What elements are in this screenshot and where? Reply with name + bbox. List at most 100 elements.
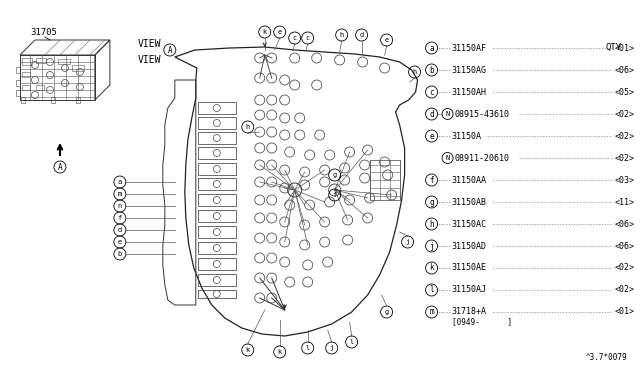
Text: c: c — [305, 35, 310, 41]
Text: <02>: <02> — [614, 131, 634, 141]
Text: 08915-43610: 08915-43610 — [454, 109, 509, 119]
Text: A: A — [58, 163, 62, 171]
Bar — [21, 97, 25, 103]
Text: h: h — [429, 219, 434, 228]
Text: j: j — [406, 239, 410, 245]
Bar — [22, 85, 30, 90]
Text: e: e — [118, 239, 122, 245]
Text: g: g — [385, 309, 388, 315]
Bar — [198, 274, 236, 286]
Bar — [198, 132, 236, 144]
Text: f: f — [118, 215, 122, 221]
Bar — [198, 258, 236, 270]
Text: g: g — [429, 198, 434, 206]
Bar — [198, 117, 236, 129]
Text: 31150AE: 31150AE — [452, 263, 486, 273]
Text: 08911-20610: 08911-20610 — [454, 154, 509, 163]
Text: c: c — [292, 35, 297, 41]
Text: 31150AJ: 31150AJ — [452, 285, 486, 295]
Text: 31150AG: 31150AG — [452, 65, 486, 74]
Text: N: N — [445, 155, 450, 161]
Text: d: d — [360, 32, 364, 38]
Text: d: d — [118, 227, 122, 233]
Bar — [198, 242, 236, 254]
Text: h: h — [340, 32, 344, 38]
Bar — [36, 85, 44, 90]
Text: VIEW: VIEW — [138, 39, 161, 49]
Text: l: l — [429, 285, 434, 295]
Text: 31150AB: 31150AB — [452, 198, 486, 206]
Bar — [16, 67, 20, 73]
Text: l: l — [349, 339, 354, 345]
Bar — [370, 160, 399, 200]
Text: c: c — [429, 87, 434, 96]
Text: 31150AF: 31150AF — [452, 44, 486, 52]
Bar — [198, 147, 236, 159]
Text: e: e — [429, 131, 434, 141]
Text: <03>: <03> — [614, 176, 634, 185]
Text: <02>: <02> — [614, 154, 634, 163]
Text: <02>: <02> — [614, 263, 634, 273]
Text: <02>: <02> — [614, 285, 634, 295]
Bar — [76, 97, 80, 103]
Text: e: e — [385, 37, 388, 43]
Bar — [58, 59, 70, 64]
Bar — [16, 80, 20, 86]
Text: <06>: <06> — [614, 65, 634, 74]
Text: 31718+A: 31718+A — [452, 308, 486, 317]
Bar — [22, 72, 30, 77]
Text: QTY: QTY — [605, 43, 621, 52]
Text: k: k — [429, 263, 434, 273]
Text: h: h — [412, 69, 417, 75]
Text: <05>: <05> — [614, 87, 634, 96]
Text: A: A — [168, 45, 172, 55]
Text: a: a — [429, 44, 434, 52]
Bar — [198, 163, 236, 175]
Text: VIEW: VIEW — [138, 55, 161, 65]
Text: f: f — [333, 192, 337, 198]
Bar — [198, 290, 236, 298]
Text: ^3.7*0079: ^3.7*0079 — [586, 353, 627, 362]
Bar — [198, 178, 236, 190]
Text: g: g — [333, 172, 337, 178]
Text: m: m — [118, 191, 122, 197]
Text: 31150AC: 31150AC — [452, 219, 486, 228]
Text: a: a — [118, 179, 122, 185]
Text: b: b — [118, 251, 122, 257]
Text: 31150A: 31150A — [452, 131, 481, 141]
Text: b: b — [429, 65, 434, 74]
Text: k: k — [262, 29, 267, 35]
Text: <02>: <02> — [614, 109, 634, 119]
Bar — [36, 58, 46, 63]
Text: f: f — [429, 176, 434, 185]
Text: <06>: <06> — [614, 241, 634, 250]
Text: 31150AA: 31150AA — [452, 176, 486, 185]
Text: N: N — [445, 111, 450, 117]
Bar — [16, 90, 20, 96]
Bar — [198, 102, 236, 114]
Text: m: m — [429, 308, 434, 317]
Text: k: k — [246, 347, 250, 353]
Text: h: h — [246, 124, 250, 130]
Bar — [51, 97, 55, 103]
Text: d: d — [429, 109, 434, 119]
Bar — [198, 226, 236, 238]
Text: 31150AH: 31150AH — [452, 87, 486, 96]
Bar — [22, 58, 32, 65]
Text: <11>: <11> — [614, 198, 634, 206]
Text: <01>: <01> — [614, 44, 634, 52]
Text: k: k — [278, 349, 282, 355]
Bar — [198, 210, 236, 222]
Text: j: j — [429, 241, 434, 250]
Text: j: j — [330, 345, 334, 351]
Text: <01>: <01> — [614, 308, 634, 317]
Text: [0949-      ]: [0949- ] — [452, 317, 512, 327]
Bar — [72, 65, 84, 71]
Text: n: n — [118, 203, 122, 209]
Bar — [198, 194, 236, 206]
Text: l: l — [305, 345, 310, 351]
Text: 31150AD: 31150AD — [452, 241, 486, 250]
Text: 31705: 31705 — [30, 28, 57, 37]
Text: e: e — [278, 29, 282, 35]
Text: <06>: <06> — [614, 219, 634, 228]
